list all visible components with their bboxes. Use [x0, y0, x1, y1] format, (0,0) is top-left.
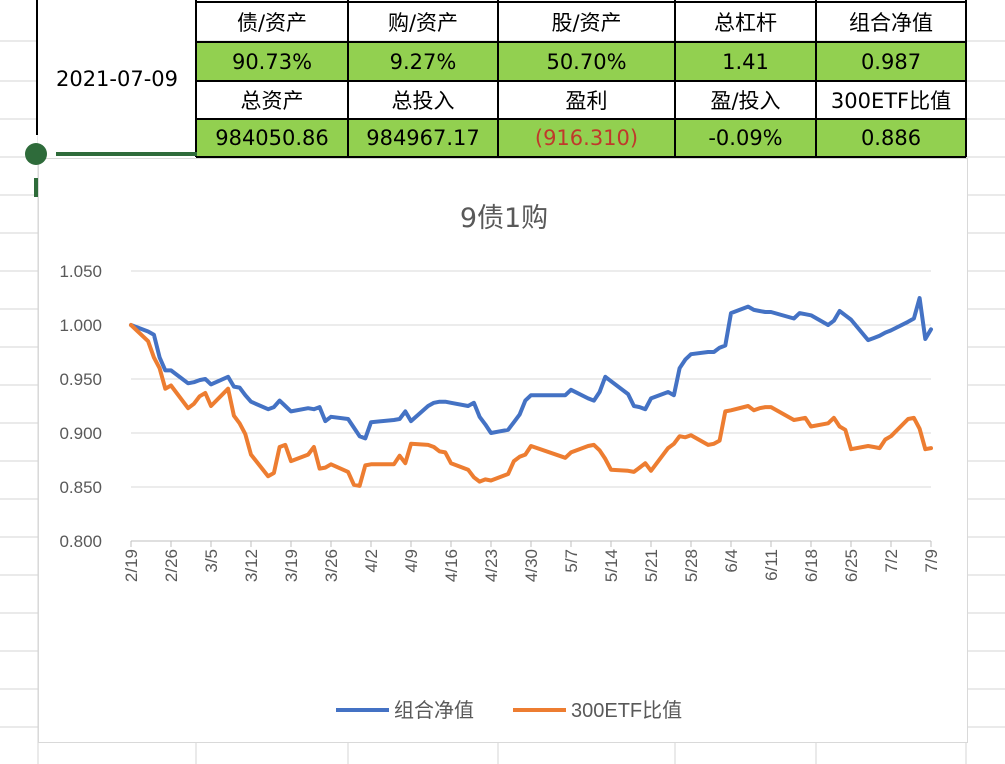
label-portfolio-nav[interactable]: 组合净值	[849, 11, 933, 35]
chart-canvas: 9债1购 1.050 1.000 0.950 0.900 0.850 0.800 2/19 2…	[59, 203, 941, 722]
x-tick-label: 4/23	[482, 549, 501, 582]
x-tick-label: 6/25	[842, 549, 861, 582]
x-tick-label: 3/12	[242, 549, 261, 582]
legend-label-etf-ratio-series: 300ETF比值	[571, 699, 682, 722]
label-profit-over-invested[interactable]: 盈/投入	[710, 89, 781, 113]
x-tick-label: 3/5	[202, 549, 221, 573]
value-portfolio-nav[interactable]: 0.987	[817, 43, 965, 80]
x-tick-label: 4/9	[402, 549, 421, 573]
portfolio-nav-series-line[interactable]	[129, 296, 933, 441]
value-300etf-ratio[interactable]: 0.886	[817, 120, 965, 156]
value-total-assets[interactable]: 984050.86	[197, 120, 347, 156]
x-tick-label: 5/28	[682, 549, 701, 582]
label-call-ratio[interactable]: 购/资产	[387, 11, 459, 35]
x-tick-label: 4/2	[362, 549, 381, 573]
x-tick-label: 5/7	[562, 549, 581, 573]
value-profit[interactable]: (916.310)	[499, 120, 674, 156]
value-total-leverage[interactable]: 1.41	[676, 43, 815, 80]
etf-ratio-series-line[interactable]	[129, 323, 933, 488]
value-bond-ratio[interactable]: 90.73%	[197, 43, 347, 80]
y-tick-label: 1.050	[59, 262, 102, 281]
y-tick-label: 0.800	[59, 532, 102, 551]
x-tick-label: 7/2	[882, 549, 901, 573]
label-profit[interactable]: 盈利	[565, 89, 608, 113]
chart-title: 9债1购	[460, 203, 548, 234]
x-tick-label: 7/9	[922, 549, 941, 573]
label-total-leverage[interactable]: 总杠杆	[714, 11, 777, 35]
label-total-invested[interactable]: 总投入	[391, 89, 455, 113]
x-tick-label: 6/18	[802, 549, 821, 582]
y-tick-label: 1.000	[59, 316, 102, 335]
value-call-ratio[interactable]: 9.27%	[349, 43, 497, 80]
y-tick-label: 0.900	[59, 424, 102, 443]
label-300etf-ratio[interactable]: 300ETF比值	[830, 89, 952, 113]
label-bond-ratio[interactable]: 债/资产	[236, 11, 308, 35]
legend-label-portfolio-nav-series: 组合净值	[394, 699, 474, 722]
y-tick-label: 0.850	[59, 478, 102, 497]
x-tick-label: 5/21	[642, 549, 661, 582]
x-tick-label: 3/26	[322, 549, 341, 582]
line-chart[interactable]: 9债1购 1.050 1.000 0.950 0.900 0.850 0.800 2/19 2…	[38, 158, 968, 743]
label-stock-ratio[interactable]: 股/资产	[551, 11, 622, 35]
x-tick-label: 6/11	[762, 549, 781, 581]
x-tick-label: 2/19	[122, 549, 141, 582]
x-tick-label: 5/14	[602, 549, 621, 582]
label-total-assets[interactable]: 总资产	[240, 89, 304, 113]
value-total-invested[interactable]: 984967.17	[349, 120, 497, 156]
y-tick-label: 0.950	[59, 370, 102, 389]
date-cell[interactable]: 2021-07-09	[38, 0, 196, 158]
x-tick-label: 4/16	[442, 549, 461, 582]
x-tick-label: 2/26	[162, 549, 181, 582]
x-tick-label: 6/4	[722, 549, 741, 573]
x-tick-label: 3/19	[282, 549, 301, 582]
value-profit-over-invested[interactable]: -0.09%	[676, 120, 815, 156]
value-stock-ratio[interactable]: 50.70%	[499, 43, 674, 80]
x-tick-label: 4/30	[522, 549, 541, 582]
